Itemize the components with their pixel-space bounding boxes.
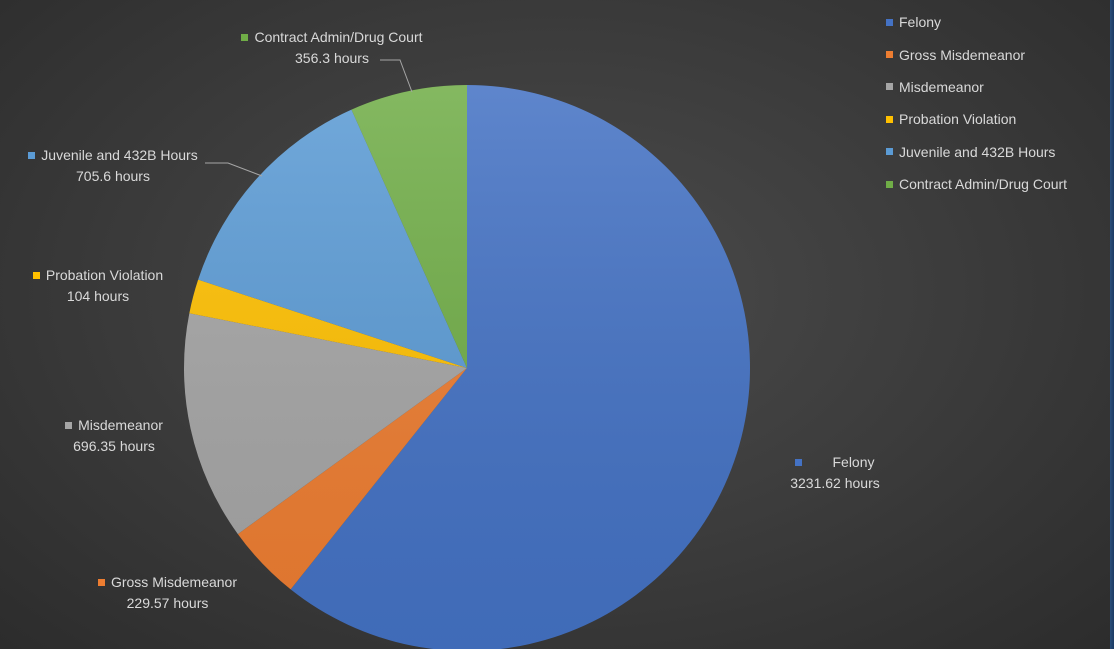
data-label-value: 229.57 hours <box>126 595 209 611</box>
data-label-misdemeanor: Misdemeanor 696.35 hours <box>44 415 184 457</box>
data-label-value: 356.3 hours <box>295 50 369 66</box>
data-label-swatch <box>32 272 40 279</box>
legend-item-contract-admin[interactable]: Contract Admin/Drug Court <box>886 168 1067 200</box>
data-label-swatch <box>241 34 249 41</box>
legend-item-gross-misdemeanor[interactable]: Gross Misdemeanor <box>886 38 1067 70</box>
data-label-contract-admin: Contract Admin/Drug Court 356.3 hours <box>212 27 452 69</box>
data-label-swatch <box>65 422 73 429</box>
legend-item-misdemeanor[interactable]: Misdemeanor <box>886 71 1067 103</box>
legend-item-felony[interactable]: Felony <box>886 6 1067 38</box>
legend: Felony Gross Misdemeanor Misdemeanor Pro… <box>886 6 1067 200</box>
legend-label: Felony <box>899 14 942 31</box>
data-label-value: 705.6 hours <box>76 168 150 184</box>
data-label-probation-violation: Probation Violation 104 hours <box>8 265 188 307</box>
data-label-swatch <box>795 459 803 466</box>
data-label-value: 696.35 hours <box>73 438 155 454</box>
legend-swatch <box>886 115 893 123</box>
data-label-name: Probation Violation <box>45 267 164 283</box>
data-label-name: Misdemeanor <box>78 417 163 433</box>
leader-line-juvenile-432b <box>205 162 263 177</box>
data-label-felony: Felony 3231.62 hours <box>760 452 910 494</box>
legend-label: Misdemeanor <box>899 78 984 95</box>
data-label-value: 3231.62 hours <box>790 475 880 491</box>
legend-label: Contract Admin/Drug Court <box>899 176 1068 193</box>
data-label-juvenile-432b: Juvenile and 432B Hours 705.6 hours <box>8 145 218 187</box>
legend-label: Gross Misdemeanor <box>899 46 1026 63</box>
window-edge <box>1110 0 1114 649</box>
data-label-gross-misdemeanor: Gross Misdemeanor 229.57 hours <box>80 572 255 614</box>
data-label-name: Contract Admin/Drug Court <box>254 29 423 45</box>
legend-swatch <box>886 51 893 59</box>
legend-item-juvenile-432b[interactable]: Juvenile and 432B Hours <box>886 136 1067 168</box>
legend-label: Juvenile and 432B Hours <box>899 143 1056 160</box>
legend-label: Probation Violation <box>899 111 1017 128</box>
legend-item-probation-violation[interactable]: Probation Violation <box>886 103 1067 135</box>
data-label-name: Juvenile and 432B Hours <box>41 147 198 163</box>
leader-line-contract-admin <box>380 59 413 93</box>
data-label-name: Gross Misdemeanor <box>110 574 238 590</box>
legend-swatch <box>886 18 893 26</box>
data-label-swatch <box>97 579 105 586</box>
legend-swatch <box>886 180 893 188</box>
legend-swatch <box>886 83 893 91</box>
data-label-swatch <box>28 152 36 159</box>
data-label-name: Felony <box>832 454 875 470</box>
data-label-value: 104 hours <box>66 288 130 304</box>
legend-swatch <box>886 148 893 156</box>
